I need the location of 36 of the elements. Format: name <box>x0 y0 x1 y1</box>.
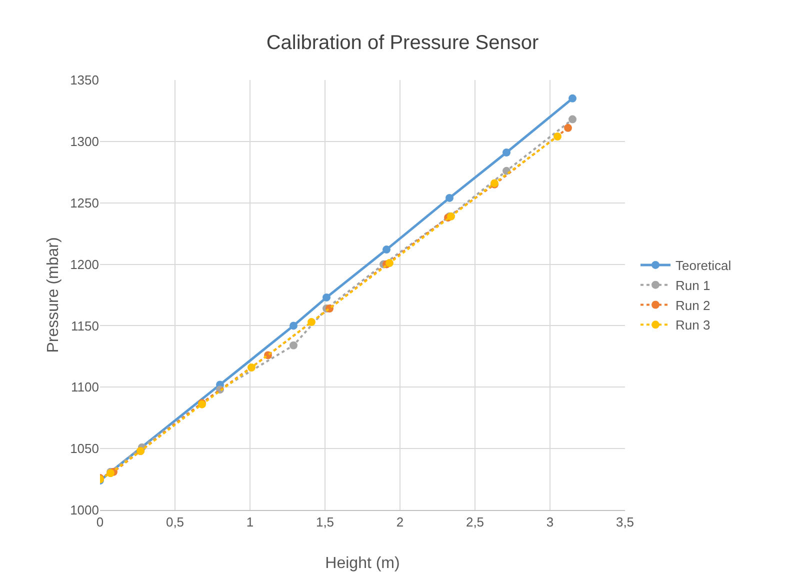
point <box>290 322 298 330</box>
y-tick-label: 1050 <box>70 441 99 456</box>
y-axis-title: Pressure (mbar) <box>45 237 62 353</box>
x-tick-label: 2,5 <box>466 514 484 530</box>
y-tick-label: 1150 <box>71 318 99 334</box>
legend-label: Run 2 <box>676 298 710 313</box>
x-tick-label: 1,5 <box>316 514 334 530</box>
chart-title: Calibration of Pressure Sensor <box>266 32 540 54</box>
y-tick-label: 1000 <box>70 502 99 518</box>
x-tick-label: 0 <box>96 514 104 530</box>
legend-label: Teoretical <box>676 258 732 274</box>
x-tick-label: 3 <box>546 514 554 530</box>
point <box>386 259 394 268</box>
y-tick-label: 1250 <box>70 195 99 210</box>
point <box>564 124 572 132</box>
x-tick-label: 1 <box>246 514 254 530</box>
point <box>554 132 562 141</box>
point <box>248 363 256 372</box>
point <box>290 341 298 350</box>
point <box>446 194 454 202</box>
legend-label: Run 1 <box>676 278 710 293</box>
y-tick-label: 1200 <box>70 256 99 272</box>
y-tick-label: 1300 <box>70 134 99 149</box>
point <box>568 115 576 124</box>
legend-label: Run 3 <box>676 318 710 333</box>
point <box>308 318 316 326</box>
y-tick-label: 1100 <box>71 380 99 395</box>
x-tick-label: 0,5 <box>166 514 184 530</box>
x-tick-label: 2 <box>396 514 404 530</box>
point <box>382 246 390 254</box>
x-axis-title: Height (m) <box>325 555 400 572</box>
point <box>322 293 330 302</box>
point <box>502 148 510 156</box>
x-tick-label: 3,5 <box>616 514 634 530</box>
y-tick-label: 1350 <box>70 72 99 88</box>
point <box>568 94 576 102</box>
